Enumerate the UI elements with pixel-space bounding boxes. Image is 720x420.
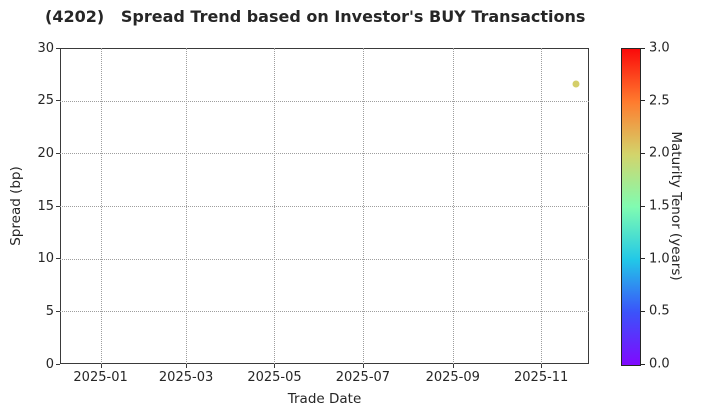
x-tick-label: 2025-11: [514, 370, 569, 385]
y-tick-mark: [56, 100, 60, 102]
gridline-horizontal: [60, 311, 589, 313]
colorbar-tick-mark: [641, 152, 645, 154]
x-tick-mark: [362, 364, 364, 368]
colorbar-tick-mark: [641, 100, 645, 102]
gridline-vertical: [186, 48, 188, 364]
x-tick-mark: [186, 364, 188, 368]
y-tick-mark: [56, 363, 60, 365]
y-tick-label: 25: [37, 93, 54, 109]
y-tick-mark: [56, 47, 60, 49]
colorbar-gradient: [621, 48, 641, 366]
colorbar-tick-mark: [641, 47, 645, 49]
x-tick-label: 2025-03: [158, 370, 214, 385]
y-tick-label: 10: [37, 251, 54, 267]
colorbar-tick-label: 2.5: [649, 93, 670, 109]
gridline-vertical: [452, 48, 454, 364]
y-tick-label: 20: [37, 145, 54, 161]
colorbar-tick-label: 1.5: [649, 198, 670, 214]
plot-area: [60, 48, 589, 364]
colorbar-axis-label: Maturity Tenor (years): [668, 131, 684, 281]
gridline-vertical: [274, 48, 276, 364]
x-tick-mark: [541, 364, 543, 368]
colorbar-tick-mark: [641, 205, 645, 207]
chart-title: (4202) Spread Trend based on Investor's …: [45, 7, 586, 26]
y-tick-mark: [56, 258, 60, 260]
x-tick-label: 2025-05: [247, 370, 302, 385]
x-tick-label: 2025-01: [73, 370, 128, 385]
y-tick-mark: [56, 205, 60, 207]
y-tick-label: 15: [37, 198, 54, 214]
colorbar-tick-label: 3.0: [649, 40, 670, 56]
y-tick-mark: [56, 152, 60, 154]
gridline-vertical: [362, 48, 364, 364]
colorbar-tick-mark: [641, 310, 645, 312]
colorbar-tick-label: 0.0: [649, 356, 670, 372]
x-tick-mark: [452, 364, 454, 368]
y-tick-label: 0: [45, 356, 54, 372]
colorbar-tick-mark: [641, 363, 645, 365]
y-tick-label: 5: [45, 303, 54, 319]
colorbar-tick-mark: [641, 258, 645, 260]
y-tick-mark: [56, 310, 60, 312]
scatter-point: [572, 80, 580, 88]
x-tick-mark: [100, 364, 102, 368]
x-tick-label: 2025-07: [335, 370, 391, 385]
colorbar-tick-label: 2.0: [649, 145, 670, 161]
colorbar-tick-label: 1.0: [649, 251, 670, 267]
gridline-horizontal: [60, 100, 589, 102]
x-axis-label: Trade Date: [287, 391, 362, 407]
x-tick-label: 2025-09: [425, 370, 480, 385]
gridline-horizontal: [60, 258, 589, 260]
gridline-horizontal: [60, 206, 589, 207]
gridline-horizontal: [60, 153, 589, 155]
y-tick-label: 30: [37, 40, 54, 56]
gridline-vertical: [541, 48, 543, 364]
gridline-vertical: [100, 48, 102, 364]
colorbar-tick-label: 0.5: [649, 303, 670, 319]
x-tick-mark: [274, 364, 276, 368]
